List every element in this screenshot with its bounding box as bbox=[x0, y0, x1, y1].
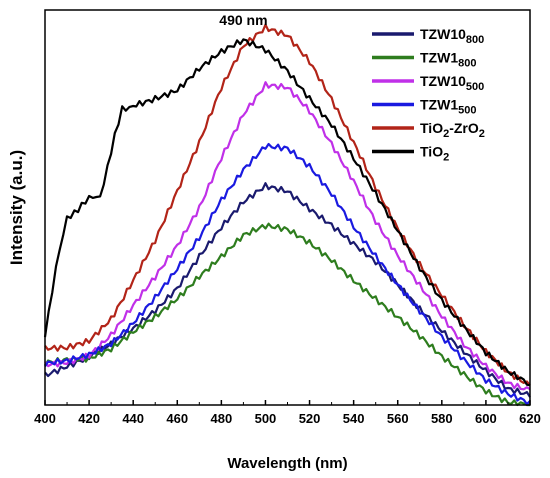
x-tick-label: 520 bbox=[299, 411, 321, 426]
legend-label: TZW10500 bbox=[420, 73, 484, 93]
legend-label: TiO2 bbox=[420, 144, 449, 164]
x-tick-label: 440 bbox=[122, 411, 144, 426]
legend-item: TZW1500 bbox=[372, 97, 476, 117]
series-line-tzw10500 bbox=[44, 81, 531, 391]
x-tick-label: 420 bbox=[78, 411, 100, 426]
legend-item: TiO2 bbox=[372, 144, 449, 164]
x-tick-label: 460 bbox=[166, 411, 188, 426]
x-tick-label: 400 bbox=[34, 411, 56, 426]
x-tick-label: 580 bbox=[431, 411, 453, 426]
x-tick-label: 540 bbox=[343, 411, 365, 426]
legend-label: TZW1500 bbox=[420, 97, 476, 117]
plot-lines bbox=[43, 23, 531, 407]
legend-label: TZW10800 bbox=[420, 26, 484, 46]
axes: 400 420 440 460 480 500 520 540 560 580 600 620 bbox=[34, 9, 541, 426]
x-tick-label: 600 bbox=[475, 411, 497, 426]
legend-item: TZW10500 bbox=[372, 73, 484, 93]
series-line-tzw1500 bbox=[44, 142, 531, 406]
series-line-tzw10800 bbox=[44, 182, 531, 398]
legend: TZW10800 TZW1800 TZW10500 TZW1500 TiO2-ZrO2 T… bbox=[372, 26, 485, 164]
peak-annotation: 490 nm bbox=[219, 12, 267, 28]
legend-item: TZW1800 bbox=[372, 50, 476, 70]
legend-item: TZW10800 bbox=[372, 26, 484, 46]
series-line-tio2 bbox=[43, 38, 531, 387]
x-tick-label: 500 bbox=[255, 411, 277, 426]
x-axis-title: Wavelength (nm) bbox=[227, 455, 347, 472]
x-tick-label: 560 bbox=[387, 411, 409, 426]
y-axis-title: Intensity (a.u.) bbox=[7, 150, 26, 265]
legend-label: TiO2-ZrO2 bbox=[420, 120, 485, 140]
legend-item: TiO2-ZrO2 bbox=[372, 120, 485, 140]
x-tick-label: 480 bbox=[211, 411, 233, 426]
legend-label: TZW1800 bbox=[420, 50, 476, 70]
series-line-tzw1800 bbox=[44, 222, 530, 407]
x-tick-label: 620 bbox=[519, 411, 541, 426]
